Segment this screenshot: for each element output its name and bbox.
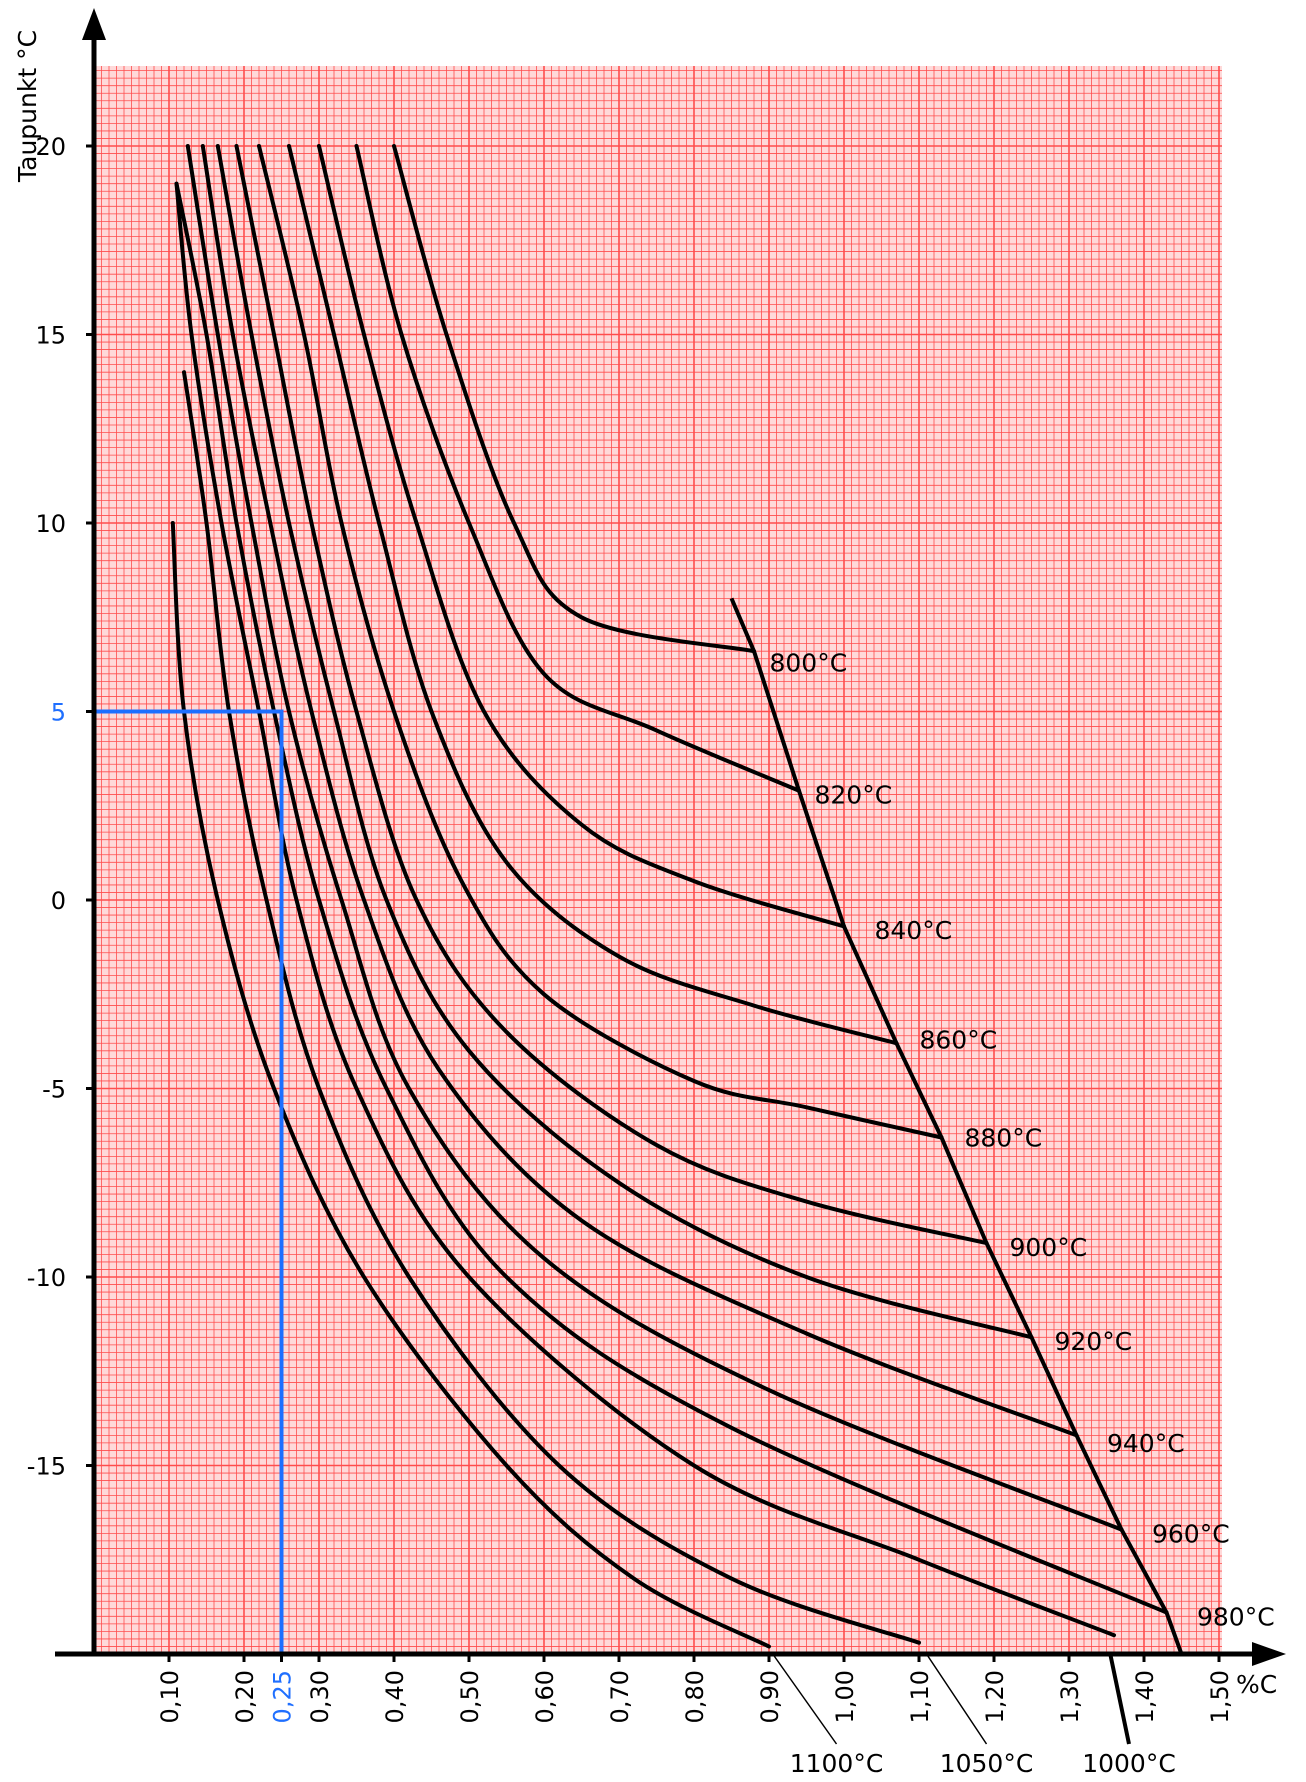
curve-860c (287, 144, 899, 1046)
x-axis-arrow (1252, 1642, 1286, 1666)
curve-840c (317, 144, 846, 929)
x-tick-label: 1,50 (1206, 1670, 1234, 1723)
y-tick-label: 10 (35, 510, 66, 538)
y-axis-label: Taupunkt °C (13, 30, 42, 183)
curve-820c (354, 144, 801, 793)
curve-labels: 800°C 820°C 840°C 860°C 880°C 900°C 920°C 940°C… (770, 648, 1275, 1778)
curve-label: 800°C (770, 648, 848, 677)
curve-880c (257, 144, 944, 1140)
curve-1000c (174, 181, 1116, 1638)
curve-920c (215, 144, 1034, 1340)
x-tick-label: 1,10 (906, 1670, 934, 1723)
y-tick-label: 20 (35, 133, 66, 161)
curve-label: 840°C (875, 916, 953, 945)
bottom-curve-label: 1100°C (790, 1749, 884, 1778)
highlight-line (94, 709, 284, 1654)
curve-800c (392, 144, 756, 654)
x-tick-labels: 0,10 0,20 0,25 0,30 0,40 0,50 0,60 0,70 0,80 0,90… (156, 1654, 1234, 1723)
bottom-label-leader (925, 1653, 988, 1745)
x-tick-label: 0,10 (156, 1670, 184, 1723)
bottom-label-leader (772, 1653, 838, 1745)
y-tick-label: -5 (42, 1076, 66, 1104)
curve-label: 880°C (965, 1124, 1043, 1153)
y-tick-label: 5 (51, 699, 66, 727)
x-tick-label: 0,50 (456, 1670, 484, 1723)
envelope-line (729, 597, 1184, 1655)
y-axis-arrow (82, 8, 106, 40)
curve-label: 940°C (1107, 1429, 1185, 1458)
x-axis-label: %C (1236, 1670, 1277, 1699)
x-tick-label: 1,40 (1131, 1670, 1159, 1723)
curve-1050c (182, 370, 921, 1645)
curve-960c (185, 144, 1124, 1532)
curve-1100c (170, 521, 771, 1649)
curves (170, 144, 1169, 1649)
curve-900c (234, 144, 989, 1246)
curve-label: 980°C (1197, 1602, 1275, 1631)
x-tick-label: 0,60 (531, 1670, 559, 1723)
x-tick-label: 0,90 (756, 1670, 784, 1723)
curve-980c (174, 181, 1169, 1615)
bottom-label-leader (1108, 1653, 1131, 1745)
curve-label: 920°C (1055, 1327, 1133, 1356)
x-tick-label: 0,70 (606, 1670, 634, 1723)
x-tick-label: 1,30 (1056, 1670, 1084, 1723)
y-tick-labels: 20 15 10 5 0 -5 -10 -15 (27, 133, 94, 1481)
axes (55, 8, 1286, 1666)
x-tick-label: 0,25 (269, 1670, 297, 1723)
x-tick-label: 1,00 (831, 1670, 859, 1723)
curve-label: 860°C (920, 1025, 998, 1054)
bottom-curve-label: 1000°C (1082, 1749, 1176, 1778)
x-tick-label: 0,30 (306, 1670, 334, 1723)
x-tick-label: 0,40 (381, 1670, 409, 1723)
x-tick-label: 0,20 (231, 1670, 259, 1723)
curve-label: 820°C (815, 780, 893, 809)
bottom-curve-label: 1050°C (940, 1749, 1034, 1778)
y-tick-label: -10 (27, 1264, 66, 1292)
curve-label: 900°C (1010, 1233, 1088, 1262)
x-tick-label: 1,20 (981, 1670, 1009, 1723)
y-tick-label: -15 (27, 1453, 66, 1481)
curve-940c (200, 144, 1079, 1438)
x-tick-label: 0,80 (681, 1670, 709, 1723)
curve-label: 960°C (1152, 1519, 1230, 1548)
y-tick-label: 15 (35, 322, 66, 350)
y-tick-label: 0 (51, 887, 66, 915)
highlight-guide (94, 709, 284, 1654)
